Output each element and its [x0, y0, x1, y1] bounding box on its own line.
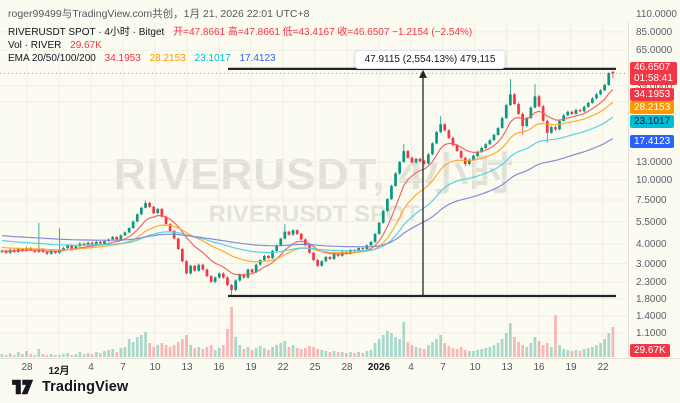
volume-badge: 29.67K: [630, 344, 670, 357]
price-tick-1.8000: 1.8000: [636, 293, 667, 305]
time-label-7: 7: [440, 362, 446, 373]
time-label-19: 19: [565, 362, 577, 373]
legend-ema-row[interactable]: EMA 20/50/100/200 34.1953 28.2153 23.101…: [8, 52, 472, 65]
time-label-22: 22: [597, 362, 609, 373]
price-tick-65.0000: 65.0000: [636, 45, 673, 57]
price-tick-2.3000: 2.3000: [636, 276, 667, 288]
tradingview-logo-icon: [12, 379, 34, 395]
time-label-16: 16: [533, 362, 545, 373]
time-label-19: 19: [245, 362, 257, 373]
time-axis[interactable]: 28 12月 4 7 10 13 16 19 22 25 28 2026 4 7 10 13 16 19 22: [0, 358, 680, 377]
time-label-4: 4: [88, 362, 94, 373]
price-tick-3.0000: 3.0000: [636, 258, 667, 270]
time-label-12月: 12月: [48, 366, 70, 377]
tradingview-logo[interactable]: TradingView: [10, 379, 128, 395]
price-tick-5.5000: 5.5000: [636, 216, 667, 228]
price-tick-4.0000: 4.0000: [636, 238, 667, 250]
bar-countdown: 01:58:41: [634, 72, 673, 84]
legend-ema-value-100: 23.1017: [194, 53, 231, 64]
price-tick-110.0000: 110.0000: [636, 9, 677, 20]
legend-ema-value-20: 34.1953: [104, 53, 141, 64]
tradingview-logo-text: TradingView: [42, 379, 129, 395]
legend-volume-value: 29.67K: [70, 40, 102, 51]
ema-badge-200: 17.4123: [630, 134, 675, 148]
time-label-13: 13: [181, 362, 193, 373]
legend-volume-row[interactable]: Vol · RIVER 29.67K: [8, 39, 472, 52]
current-price-value: 46.6507: [634, 62, 671, 74]
candlestick-chart: [0, 22, 628, 358]
bottom-bar: TradingView: [0, 374, 680, 403]
price-tick-1.4000: 1.4000: [636, 311, 667, 323]
legend-ohlc-values: 开=47.8661 高=47.8661 低=43.4167 收=46.6507 …: [173, 27, 473, 38]
ema-badge-20: 34.1953: [630, 87, 675, 101]
time-label-10: 10: [149, 362, 161, 373]
current-price-badge: 46.6507 01:58:41: [630, 62, 677, 86]
price-tick-85.0000: 85.0000: [636, 26, 673, 38]
legend-ema-value-200: 17.4123: [239, 53, 276, 64]
chart-plot-area[interactable]: RIVERUSDT, 4小时 RIVERUSDT SPOT RIVERUSDT …: [0, 22, 628, 358]
legend: RIVERUSDT SPOT · 4小时 · Bitget 开=47.8661 …: [8, 26, 472, 65]
legend-ema-value-50: 28.2153: [149, 53, 186, 64]
time-label-28: 28: [341, 362, 353, 373]
time-label-13: 13: [501, 362, 513, 373]
time-label-16: 16: [213, 362, 225, 373]
legend-volume-title[interactable]: Vol · RIVER: [8, 40, 62, 51]
time-label-25: 25: [309, 362, 321, 373]
ema-badge-100: 23.1017: [630, 115, 675, 129]
legend-ema-title[interactable]: EMA 20/50/100/200: [8, 53, 96, 64]
price-tick-10.0000: 10.0000: [636, 175, 673, 187]
price-axis[interactable]: 110.000085.000065.000039.000031.000013.0…: [628, 9, 680, 358]
measurement-label[interactable]: 47.9115 (2,554.13%) 479,115: [354, 50, 506, 69]
price-tick-13.0000: 13.0000: [636, 156, 673, 168]
time-label-28: 28: [21, 362, 33, 373]
time-label-7: 7: [120, 362, 126, 373]
legend-symbol-title[interactable]: RIVERUSDT SPOT · 4小时 · Bitget: [8, 27, 165, 38]
legend-symbol-row[interactable]: RIVERUSDT SPOT · 4小时 · Bitget 开=47.8661 …: [8, 26, 472, 39]
attribution-text: roger99499与TradingView.com共创，1月 21, 2026…: [8, 8, 310, 20]
price-tick-1.1000: 1.1000: [636, 328, 667, 339]
time-label-10: 10: [469, 362, 481, 373]
price-tick-7.5000: 7.5000: [636, 195, 667, 207]
time-label-22: 22: [277, 362, 289, 373]
price-tick-39.0000: 39.0000: [636, 80, 673, 92]
time-label-4: 4: [408, 362, 414, 373]
ema-badge-50: 28.2153: [630, 101, 675, 115]
time-label-2026: 2026: [367, 362, 391, 373]
